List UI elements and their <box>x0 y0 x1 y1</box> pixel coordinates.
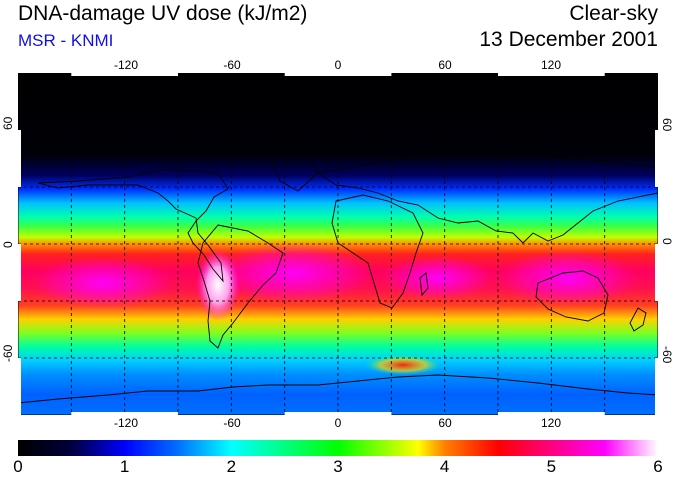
graticule <box>18 73 658 415</box>
uv-hotspot-south-america <box>213 243 373 303</box>
lat-tick-label-left: 60 <box>1 116 15 130</box>
lon-tick-label: -60 <box>223 58 241 72</box>
colorbar-ramp <box>18 440 658 456</box>
lon-tick-row-top: -120 -60 0 60 120 <box>0 58 678 72</box>
lat-tick-label-left: -60 <box>1 344 15 362</box>
coastline-new-zealand <box>629 307 647 332</box>
lon-tick-label: 120 <box>540 416 562 430</box>
lon-tick-label: 120 <box>540 58 562 72</box>
coastline-south-america <box>197 224 284 349</box>
sky-condition: Clear-sky <box>569 2 658 25</box>
uv-hotspot-africa <box>383 256 493 300</box>
coastline-north-america <box>37 168 229 283</box>
lat-tick-label-right: -60 <box>660 346 674 364</box>
lon-tick-label: -120 <box>113 58 139 72</box>
lon-tick-label: 0 <box>334 416 342 430</box>
map-frame <box>18 73 658 415</box>
lon-tick-label: 0 <box>334 58 342 72</box>
lat-tick-label-right: 60 <box>660 118 674 132</box>
lon-tick-label: 60 <box>438 58 452 72</box>
map-source: MSR - KNMI <box>18 31 114 50</box>
lat-tick-label-left: 0 <box>1 241 15 248</box>
coastline-greenland <box>267 152 319 192</box>
colorbar-tick-label: 5 <box>546 457 557 476</box>
colorbar-tick-label: 3 <box>333 457 343 476</box>
lat-tick-label-right: 0 <box>660 238 674 245</box>
uv-hotspot-pacific <box>33 257 173 309</box>
uv-dose-map <box>18 73 658 415</box>
map-title: DNA-damage UV dose (kJ/m2) <box>18 2 308 25</box>
uv-peak-andes <box>196 249 240 321</box>
map-date: 13 December 2001 <box>479 28 658 51</box>
colorbar-tick-label: 1 <box>119 457 130 476</box>
colorbar-tick-label: 4 <box>439 457 450 476</box>
coastline-africa <box>331 194 424 309</box>
lon-tick-label: -120 <box>113 416 139 430</box>
colorbar-tick-label: 0 <box>13 457 23 476</box>
uv-spot-antarctic-coast <box>365 355 441 375</box>
coastline-australia <box>535 270 609 322</box>
uv-hotspot-australia <box>498 250 638 306</box>
coastline-antarctica <box>18 374 658 404</box>
lon-tick-row-bottom: -120 -60 0 60 120 <box>0 416 678 430</box>
colorbar-tick-label: 6 <box>653 457 663 476</box>
coastline-madagascar <box>419 272 429 297</box>
coastline-europe-asia <box>316 152 658 244</box>
lon-tick-label: -60 <box>223 416 241 430</box>
coastlines <box>18 152 658 404</box>
colorbar-tick-label: 2 <box>226 457 237 476</box>
colorbar <box>18 440 658 456</box>
lon-tick-label: 60 <box>438 416 452 430</box>
